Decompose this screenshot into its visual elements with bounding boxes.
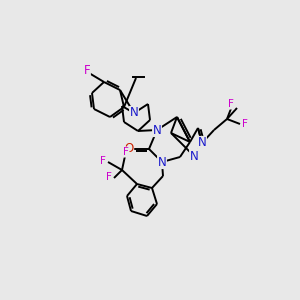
Text: F: F [100, 156, 106, 166]
Text: N: N [153, 124, 161, 136]
Text: N: N [158, 155, 166, 169]
Text: F: F [228, 99, 234, 109]
Text: N: N [130, 106, 138, 119]
Text: F: F [123, 147, 129, 157]
Text: N: N [190, 149, 198, 163]
Text: N: N [198, 136, 206, 149]
Text: F: F [84, 64, 90, 76]
Text: F: F [242, 119, 248, 129]
Text: O: O [124, 142, 134, 155]
Text: F: F [106, 172, 112, 182]
